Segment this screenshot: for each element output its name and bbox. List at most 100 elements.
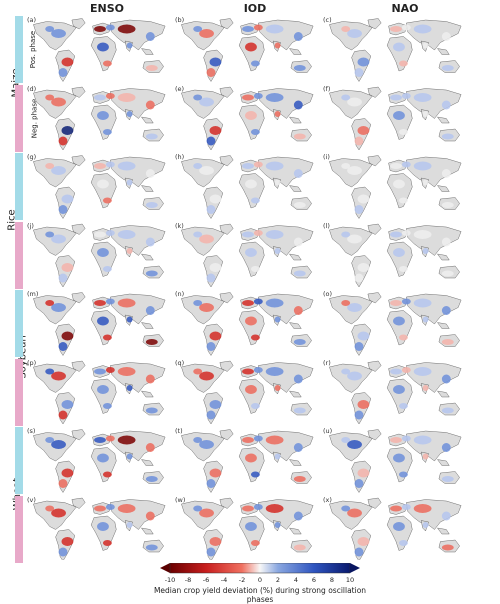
- continent-seasia: [141, 390, 154, 398]
- continent-seasia: [437, 48, 450, 55]
- continent-africa: [386, 310, 413, 346]
- yield-anomaly-region: [61, 126, 74, 135]
- colorbar-tick: 6: [311, 576, 317, 584]
- yield-anomaly-region: [401, 161, 411, 168]
- yield-anomaly-region: [253, 504, 263, 510]
- continent-africa: [238, 104, 265, 140]
- yield-anomaly-region: [242, 94, 254, 101]
- continent-greenland: [367, 223, 382, 235]
- yield-anomaly-region: [253, 161, 263, 168]
- yield-anomaly-region: [199, 303, 214, 312]
- phase-bar-positive: [15, 16, 23, 83]
- continent-asia: [110, 430, 166, 462]
- yield-anomaly-region: [341, 368, 351, 375]
- yield-anomaly-region: [390, 300, 402, 306]
- yield-anomaly-region: [61, 400, 74, 409]
- continent-africa: [238, 173, 265, 209]
- yield-anomaly-region: [94, 505, 106, 512]
- yield-anomaly-region: [242, 437, 254, 443]
- yield-anomaly-region: [441, 237, 451, 247]
- map-panel: [181, 223, 314, 288]
- yield-anomaly-region: [126, 316, 133, 323]
- continent-greenland: [71, 292, 86, 304]
- yield-anomaly-region: [250, 129, 260, 135]
- continent-africa: [386, 378, 413, 414]
- continent-asia: [110, 293, 166, 325]
- yield-anomaly-region: [94, 26, 106, 32]
- continent-africa: [386, 104, 413, 140]
- yield-anomaly-region: [58, 342, 68, 351]
- continent-seasia: [437, 459, 450, 466]
- yield-anomaly-region: [253, 93, 263, 99]
- yield-anomaly-region: [193, 437, 203, 443]
- yield-anomaly-region: [51, 371, 66, 381]
- panel-letter: (n): [175, 290, 185, 298]
- yield-anomaly-region: [441, 100, 451, 110]
- panel-letter: (t): [175, 427, 183, 435]
- yield-anomaly-region: [393, 179, 405, 189]
- yield-anomaly-region: [206, 410, 216, 420]
- yield-anomaly-region: [242, 231, 254, 238]
- continent-seasia: [437, 322, 450, 329]
- continent-africa: [238, 36, 265, 72]
- yield-anomaly-region: [354, 410, 364, 420]
- yield-anomaly-region: [117, 161, 136, 171]
- yield-anomaly-region: [441, 133, 454, 140]
- yield-anomaly-region: [97, 385, 109, 394]
- map-panel: [33, 86, 166, 151]
- continent-greenland: [219, 223, 234, 235]
- panel-letter: (v): [27, 495, 36, 504]
- yield-anomaly-region: [441, 476, 454, 482]
- yield-anomaly-region: [341, 505, 351, 512]
- colorbar-tick: -4: [220, 576, 228, 584]
- map-panel: [181, 18, 314, 82]
- column-title-nao: NAO: [391, 2, 419, 15]
- yield-anomaly-region: [58, 136, 68, 146]
- yield-anomaly-region: [117, 504, 136, 513]
- yield-anomaly-region: [401, 367, 411, 373]
- yield-anomaly-region: [117, 24, 136, 34]
- yield-anomaly-region: [441, 202, 454, 208]
- continent-greenland: [367, 155, 382, 167]
- yield-anomaly-region: [145, 133, 158, 140]
- map-panel: [329, 360, 462, 425]
- yield-anomaly-region: [354, 273, 364, 283]
- continent-asia: [110, 19, 166, 51]
- continent-asia: [110, 225, 166, 256]
- continent-greenland: [367, 18, 382, 30]
- yield-anomaly-region: [105, 367, 115, 373]
- yield-anomaly-region: [126, 42, 133, 49]
- yield-anomaly-region: [245, 179, 257, 189]
- yield-anomaly-region: [250, 197, 260, 204]
- yield-anomaly-region: [199, 440, 214, 449]
- yield-anomaly-region: [265, 24, 284, 34]
- phase-bar-positive: [15, 427, 23, 494]
- continent-africa: [90, 241, 117, 277]
- panel-letter: (c): [323, 16, 332, 24]
- yield-anomaly-region: [390, 231, 402, 238]
- yield-anomaly-region: [398, 266, 408, 272]
- yield-anomaly-region: [45, 437, 55, 443]
- yield-anomaly-region: [51, 440, 66, 449]
- colorbar-tick: 2: [275, 576, 281, 584]
- phase-bar-negative: [15, 495, 23, 563]
- yield-anomaly-region: [413, 367, 432, 376]
- yield-anomaly-region: [390, 26, 402, 32]
- yield-anomaly-region: [354, 68, 364, 77]
- yield-anomaly-region: [117, 435, 136, 445]
- yield-anomaly-region: [393, 111, 405, 120]
- yield-anomaly-region: [206, 342, 216, 351]
- continent-greenland: [71, 429, 86, 441]
- map-panel: [329, 155, 462, 219]
- panel-letter: (o): [323, 290, 333, 298]
- yield-anomaly-region: [206, 547, 216, 557]
- yield-anomaly-region: [441, 270, 454, 277]
- yield-anomaly-region: [390, 368, 402, 375]
- yield-anomaly-region: [94, 94, 106, 101]
- yield-anomaly-region: [199, 166, 214, 175]
- continent-seasia: [141, 459, 154, 466]
- continent-greenland: [219, 18, 234, 30]
- yield-anomaly-region: [422, 179, 429, 186]
- yield-anomaly-region: [390, 437, 402, 443]
- yield-anomaly-region: [347, 440, 362, 449]
